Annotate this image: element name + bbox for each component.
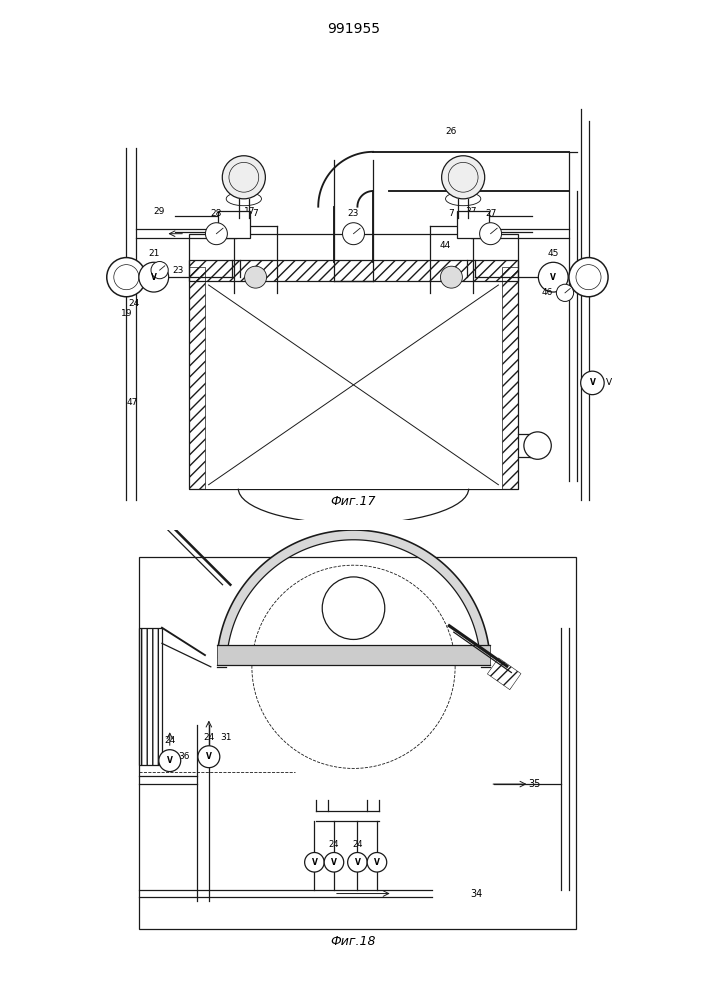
Text: 7: 7 <box>252 209 259 218</box>
Bar <box>139 557 576 929</box>
Text: 26: 26 <box>445 127 457 136</box>
Text: Фиг.18: Фиг.18 <box>331 935 376 948</box>
Text: 34: 34 <box>471 889 483 899</box>
Circle shape <box>107 258 146 297</box>
Text: V: V <box>151 273 157 282</box>
Bar <box>139 628 162 765</box>
Circle shape <box>348 852 367 872</box>
Text: 24: 24 <box>164 736 175 745</box>
Text: 28: 28 <box>211 209 222 218</box>
Bar <box>204 267 503 489</box>
Circle shape <box>538 262 568 292</box>
Text: V: V <box>167 756 173 765</box>
Text: 36: 36 <box>178 752 189 761</box>
Text: 24: 24 <box>203 733 214 742</box>
Text: 23: 23 <box>348 209 359 218</box>
Bar <box>139 628 162 765</box>
Circle shape <box>322 577 385 639</box>
Text: 24: 24 <box>129 299 140 308</box>
Text: 17: 17 <box>244 207 255 216</box>
Text: 24: 24 <box>329 840 339 849</box>
Circle shape <box>245 266 267 288</box>
Bar <box>457 211 489 238</box>
Text: V: V <box>550 273 556 282</box>
Circle shape <box>151 261 168 279</box>
Circle shape <box>206 223 228 245</box>
Text: 29: 29 <box>153 207 165 216</box>
Circle shape <box>305 852 325 872</box>
Text: 35: 35 <box>529 779 541 789</box>
Text: V: V <box>590 378 595 387</box>
Circle shape <box>139 262 169 292</box>
Text: 46: 46 <box>541 288 552 297</box>
Text: 23: 23 <box>173 266 184 275</box>
Text: 21: 21 <box>148 249 160 258</box>
Bar <box>189 260 518 281</box>
Text: Фиг.17: Фиг.17 <box>331 495 376 508</box>
Text: 7: 7 <box>448 209 455 218</box>
Circle shape <box>524 432 551 459</box>
Polygon shape <box>217 530 490 659</box>
Bar <box>189 267 204 489</box>
Text: 18: 18 <box>549 285 561 294</box>
Circle shape <box>222 156 265 199</box>
Circle shape <box>569 258 608 297</box>
Text: 44: 44 <box>440 241 451 250</box>
Circle shape <box>556 284 573 301</box>
Text: 31: 31 <box>221 733 232 742</box>
Circle shape <box>367 852 387 872</box>
Bar <box>487 658 521 690</box>
Circle shape <box>159 750 181 772</box>
Bar <box>189 234 518 489</box>
Circle shape <box>198 746 220 768</box>
Text: V: V <box>331 858 337 867</box>
Bar <box>218 211 250 238</box>
Text: 47: 47 <box>127 398 138 407</box>
Circle shape <box>440 266 462 288</box>
Circle shape <box>342 223 365 245</box>
Text: 27: 27 <box>485 209 496 218</box>
Text: 991955: 991955 <box>327 22 380 36</box>
Text: V: V <box>206 752 212 761</box>
Circle shape <box>580 371 604 395</box>
Text: 37: 37 <box>465 207 477 216</box>
Circle shape <box>479 223 501 245</box>
Bar <box>216 645 491 665</box>
Circle shape <box>325 852 344 872</box>
Text: 24: 24 <box>352 840 363 849</box>
Text: V: V <box>606 378 612 387</box>
Text: V: V <box>374 858 380 867</box>
Text: 45: 45 <box>547 249 559 258</box>
Bar <box>503 267 518 489</box>
Text: V: V <box>312 858 317 867</box>
Text: V: V <box>354 858 361 867</box>
Circle shape <box>442 156 485 199</box>
Text: 19: 19 <box>121 308 132 318</box>
